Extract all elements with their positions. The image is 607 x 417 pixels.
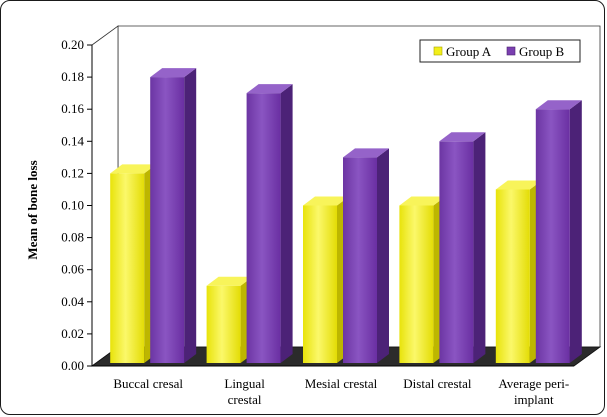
- x-category-label: Mesial crestal: [305, 376, 378, 391]
- bar-top-group-b: [343, 148, 389, 158]
- x-category-label: implant: [514, 392, 554, 407]
- legend-label-group-a: Group A: [446, 44, 492, 59]
- y-tick-label: 0.10: [61, 198, 84, 213]
- bar-group-b: [535, 109, 570, 363]
- bars: [110, 68, 582, 364]
- legend-swatch-group-a: [433, 46, 443, 56]
- bar-top-group-a: [110, 164, 157, 174]
- y-tick-label: 0.14: [61, 133, 84, 148]
- bar-group-a: [206, 285, 241, 363]
- bar-group-a: [495, 189, 530, 363]
- bar-side-group-b: [184, 68, 197, 363]
- y-tick-label: 0.06: [61, 262, 84, 277]
- bar-group-a: [303, 205, 337, 363]
- bar-side-group-b: [569, 100, 582, 363]
- y-tick-label: 0.04: [61, 294, 84, 309]
- axes: 0.00 0.02 0.04 0.06 0.08 0.10 0.12 0.14 0.16 0.18…: [61, 37, 574, 407]
- bar-top-group-b: [150, 68, 197, 78]
- bar-top-group-b: [246, 84, 293, 94]
- x-category-label: Distal crestal: [403, 376, 472, 391]
- x-category-label: Buccal cresal: [113, 376, 183, 391]
- y-tick-label: 0.20: [61, 37, 84, 52]
- x-category-label: Lingual: [224, 376, 265, 391]
- legend-swatch-group-b: [506, 46, 516, 56]
- bar-top-group-a: [399, 196, 446, 206]
- bar-top-group-b: [535, 100, 582, 110]
- bar-top-group-a: [206, 276, 253, 286]
- y-axis-label: Mean of bone loss: [25, 160, 40, 259]
- bar-group-b: [439, 141, 474, 363]
- y-tick-label: 0.08: [61, 230, 84, 245]
- bar-group-a: [399, 205, 434, 363]
- legend: Group A Group B: [419, 39, 581, 63]
- bar-top-group-b: [439, 132, 486, 142]
- bar-top-group-a: [495, 180, 542, 190]
- bar-top-group-a: [303, 196, 349, 206]
- x-category-label: Average peri-: [498, 376, 569, 391]
- bar-side-group-b: [377, 148, 389, 363]
- y-tick-label: 0.18: [61, 69, 84, 84]
- bar-side-group-b: [280, 84, 293, 364]
- bar-group-a: [110, 173, 145, 363]
- bar-side-group-b: [473, 132, 486, 363]
- x-category-label: crestal: [228, 392, 262, 407]
- y-tick-label: 0.00: [61, 358, 84, 373]
- y-tick-label: 0.16: [61, 101, 84, 116]
- bar-group-b: [246, 93, 281, 364]
- y-tick-label: 0.02: [61, 326, 84, 341]
- y-tick-label: 0.12: [61, 165, 84, 180]
- legend-box: [419, 39, 581, 63]
- bar-group-b: [343, 157, 377, 363]
- legend-label-group-b: Group B: [519, 44, 564, 59]
- bar-group-b: [150, 77, 185, 363]
